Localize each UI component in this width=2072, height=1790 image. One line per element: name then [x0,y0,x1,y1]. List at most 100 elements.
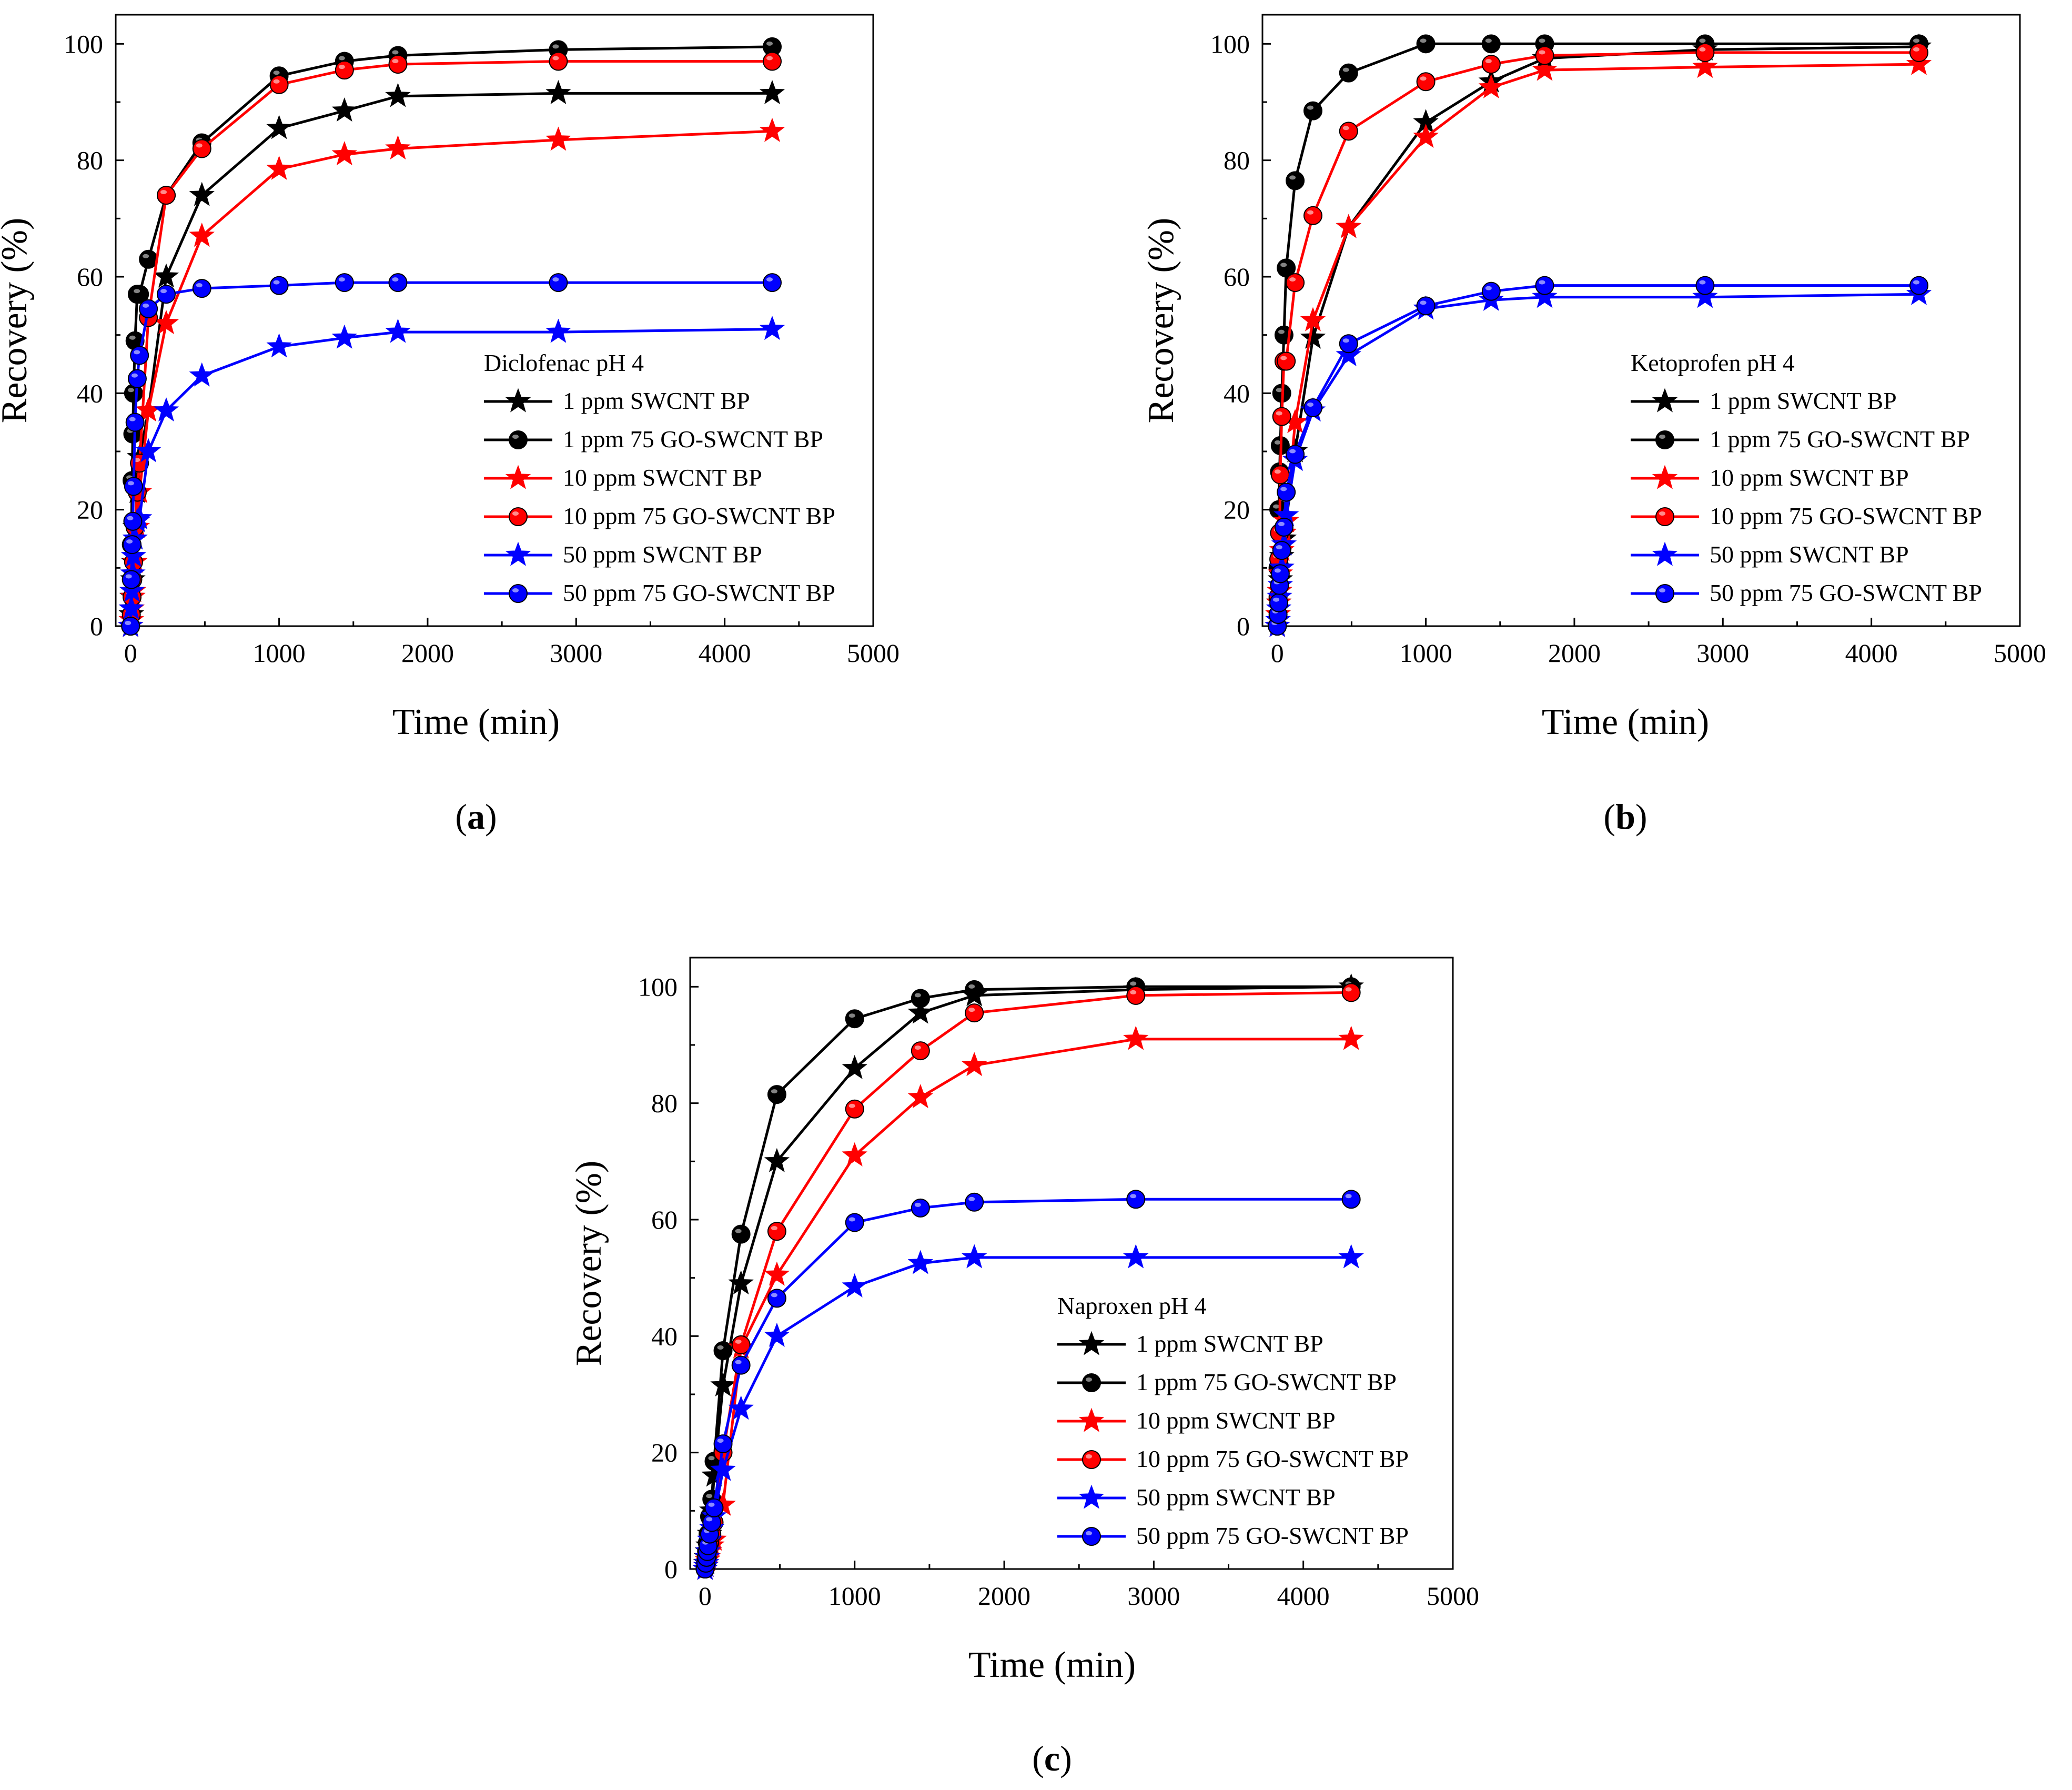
data-point-shine [273,79,280,84]
data-point [1338,1025,1364,1050]
data-point-shine [1280,487,1287,491]
x-tick-label: 2000 [978,1581,1030,1611]
data-point [388,273,408,293]
legend-marker [1652,541,1678,566]
data-point [331,97,357,122]
y-tick-label: 0 [664,1554,678,1584]
data-point [1532,56,1558,81]
data-point-shine [1276,411,1282,416]
data-point [767,1222,786,1241]
data-point [1270,564,1290,584]
data-point-shine [1307,210,1313,215]
x-axis-label: Time (min) [968,1645,1136,1685]
data-point-shine [338,56,345,61]
data-point-shine [127,516,134,520]
data-point-shine [1913,47,1919,52]
data-point-shine [848,1217,855,1222]
x-tick-label: 2000 [1548,638,1601,668]
data-point [1692,284,1718,308]
x-tick-label: 3000 [1127,1581,1180,1611]
data-point-shine [1274,568,1281,573]
data-point-shine [1913,38,1919,43]
legend-label: 1 ppm 75 GO-SWCNT BP [563,426,823,452]
data-point-shine [1342,338,1349,343]
legend-marker [1652,388,1678,413]
y-tick-label: 20 [1224,495,1250,525]
legend-label: 1 ppm SWCNT BP [1136,1330,1323,1357]
data-point-shine [392,277,399,282]
chart-b: 0 1000 2000 3000 4000 5000 0 20 40 60 80 100 Time (m… [1141,14,2046,742]
data-point-shine [273,71,280,75]
data-point [1286,171,1305,190]
legend-marker-shine [1086,1454,1092,1459]
data-point [545,318,571,343]
data-point [122,570,141,589]
y-tick-label: 60 [651,1205,678,1234]
data-point-shine [1278,521,1285,526]
data-point [1909,43,1928,62]
data-point [335,273,354,293]
data-point-shine [1280,263,1287,267]
legend-marker [509,584,528,603]
data-point-shine [1420,300,1427,305]
data-point-shine [552,44,559,49]
data-point [130,346,149,365]
data-point [759,316,785,340]
data-point [157,285,176,304]
x-tick-label: 0 [124,638,137,668]
data-point [125,413,145,432]
legend-label: 50 ppm SWCNT BP [1710,541,1909,568]
data-point-shine [1539,50,1545,55]
data-point [763,273,782,293]
data-point-shine [129,335,136,340]
legend-label: 10 ppm 75 GO-SWCNT BP [563,502,835,529]
data-point [1286,273,1305,293]
data-point [710,1372,736,1396]
data-point-shine [848,1013,855,1018]
data-point-shine [968,984,975,989]
x-tick-label: 1000 [1400,638,1452,668]
x-tick-label: 5000 [1427,1581,1479,1611]
data-point [139,299,158,318]
data-point-shine [771,1089,777,1094]
data-point-shine [1699,47,1706,52]
legend-marker [1655,507,1674,526]
data-point [385,318,411,343]
data-point-shine [338,277,345,282]
data-point [731,1224,751,1244]
data-point [764,1148,790,1172]
data-point [266,155,292,180]
y-tick-label: 40 [77,378,103,408]
x-tick-label: 4000 [699,638,751,668]
data-point-shine [125,574,132,579]
series-line [129,281,772,627]
data-point [1532,284,1558,308]
data-point-shine [273,280,280,285]
legend-marker [1078,1484,1105,1509]
data-point [1272,407,1291,426]
data-point [1336,341,1361,366]
data-point [962,1052,987,1077]
y-tick-label: 0 [90,611,103,641]
data-point [1695,43,1715,62]
data-point-shine [1485,286,1492,290]
data-point [704,1498,724,1517]
data-point-shine [1699,280,1706,285]
data-point [192,139,211,158]
data-point [911,989,930,1008]
y-tick-label: 60 [1224,262,1250,291]
legend: Ketoprofen pH 4 1 ppm SWCNT BP 1 ppm 75 GO… [1631,349,1982,606]
data-point-shine [1913,280,1919,285]
data-point-shine [708,1456,715,1461]
data-point [1692,54,1718,78]
legend-label: 50 ppm SWCNT BP [1136,1484,1336,1511]
data-point-shine [1276,388,1282,393]
legend-marker-shine [1659,435,1665,439]
data-point-shine [1130,1194,1137,1199]
y-tick-label: 100 [638,972,678,1001]
data-point-shine [196,283,203,288]
data-point-shine [1273,597,1280,602]
data-point-shine [1345,1194,1352,1199]
legend-marker-shine [1086,1377,1092,1382]
